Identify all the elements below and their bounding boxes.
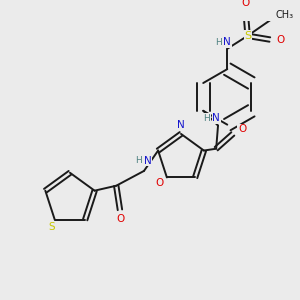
- Text: H: H: [135, 156, 142, 165]
- Text: N: N: [177, 120, 185, 130]
- Text: O: O: [117, 214, 125, 224]
- Text: O: O: [242, 0, 250, 8]
- Text: O: O: [155, 178, 164, 188]
- Text: N: N: [144, 156, 152, 166]
- Text: H: H: [203, 114, 210, 123]
- Text: S: S: [244, 31, 251, 41]
- Text: CH₃: CH₃: [276, 11, 294, 20]
- Text: O: O: [238, 124, 246, 134]
- Text: N: N: [224, 37, 231, 47]
- Text: H: H: [214, 38, 221, 47]
- Text: S: S: [49, 222, 55, 232]
- Text: N: N: [212, 113, 220, 123]
- Text: O: O: [276, 34, 284, 44]
